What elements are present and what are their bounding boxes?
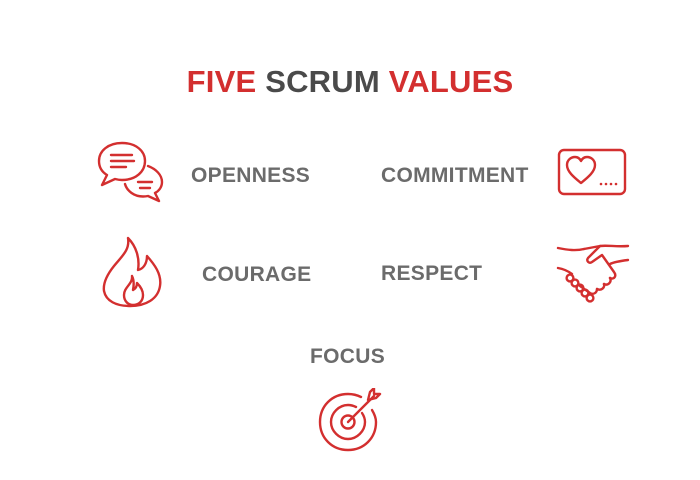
value-commitment: COMMITMENT	[381, 164, 529, 187]
title-word-values: VALUES	[388, 64, 514, 99]
speech-bubbles-icon	[96, 140, 166, 206]
value-focus: FOCUS	[310, 345, 385, 368]
heart-card-icon	[557, 148, 627, 196]
value-courage: COURAGE	[202, 263, 312, 286]
flame-icon	[100, 236, 164, 308]
title-word-five: FIVE	[186, 64, 257, 99]
value-openness: OPENNESS	[191, 164, 311, 187]
value-respect: RESPECT	[381, 262, 483, 285]
target-arrow-icon	[316, 388, 384, 454]
diagram-title: FIVE SCRUM VALUES	[0, 64, 700, 100]
handshake-icon	[556, 240, 630, 306]
title-word-scrum: SCRUM	[265, 64, 380, 99]
